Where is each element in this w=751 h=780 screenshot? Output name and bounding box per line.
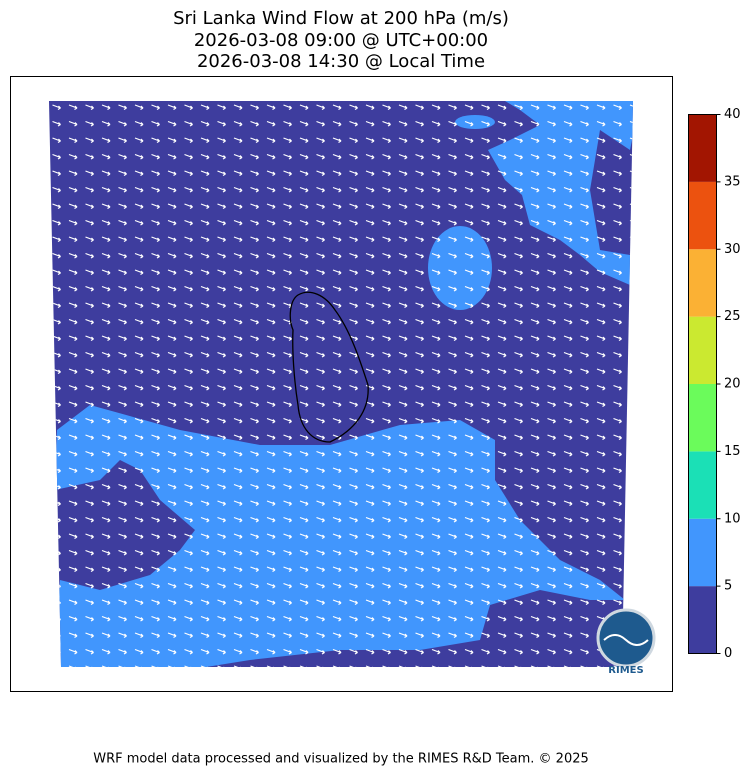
colorbar-frame (688, 114, 717, 654)
colorbar-tick-label: 20 (724, 377, 741, 392)
logo-emblem (596, 608, 656, 668)
colorbar-tick-label: 5 (724, 579, 732, 594)
colorbar: 0 5 10 15 20 25 30 35 40 (688, 107, 741, 661)
colorbar-segment (688, 518, 717, 587)
colorbar-segment (688, 586, 717, 654)
footer: WRF model data processed and visualized … (93, 752, 589, 767)
colorbar-segment (688, 451, 717, 519)
title-line: 2026-03-08 09:00 @ UTC+00:00 (194, 30, 488, 51)
map-frame (10, 76, 673, 692)
map (49, 101, 633, 667)
colorbar-tick-label: 15 (724, 444, 741, 459)
title-line: 2026-03-08 14:30 @ Local Time (197, 51, 485, 72)
coastline (289, 291, 369, 443)
colorbar-tick-label: 0 (724, 646, 732, 661)
colorbar-tick-label: 30 (724, 242, 741, 257)
colorbar-tick-label: 25 (724, 309, 741, 324)
logo-wave (603, 634, 649, 646)
colorbar-tick-label: 40 (724, 107, 741, 122)
logo-text: RIMES (608, 665, 643, 676)
colorbar-segment (688, 181, 717, 250)
logo: RIMES (596, 608, 656, 676)
wind-arrows (49, 101, 633, 667)
colorbar-segment (688, 384, 717, 452)
title-line: Sri Lanka Wind Flow at 200 hPa (m/s) (173, 8, 509, 29)
colorbar-segment (688, 316, 717, 384)
colorbar-tick-label: 10 (724, 511, 741, 526)
colorbar-segment (688, 249, 717, 317)
colorbar-segment (688, 114, 717, 182)
colorbar-tick-label: 35 (724, 174, 741, 189)
